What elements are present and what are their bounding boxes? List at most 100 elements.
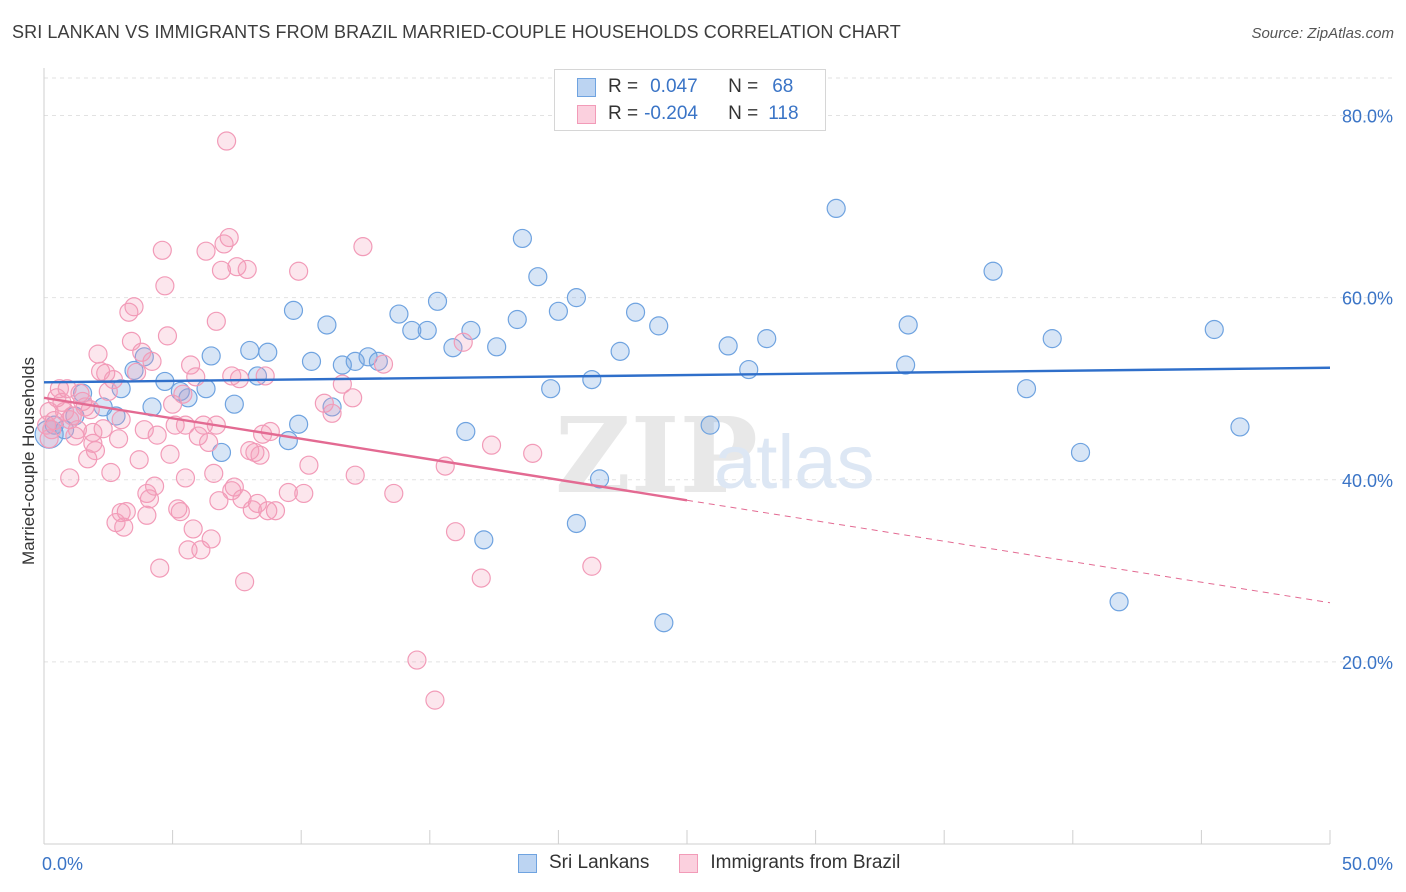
data-point (78, 449, 98, 469)
legend-swatch-blue (518, 853, 537, 873)
data-point (610, 341, 630, 361)
legend-swatch-pink (577, 104, 596, 124)
data-point (186, 367, 206, 387)
data-point (649, 316, 669, 336)
data-point (219, 227, 239, 248)
data-point (384, 483, 404, 504)
data-point (528, 267, 548, 287)
data-point (124, 297, 144, 317)
y-tick-label: 80.0% (1342, 107, 1393, 127)
legend-item-sri-lankans[interactable]: Sri Lankans (518, 852, 649, 874)
data-point (214, 234, 234, 254)
data-point (152, 240, 172, 260)
data-point (289, 261, 309, 281)
data-point (456, 421, 476, 442)
data-point (258, 342, 278, 362)
data-point (353, 237, 373, 257)
legend-label-sri-lankans: Sri Lankans (549, 852, 650, 873)
data-point (160, 444, 180, 464)
trend-line-series-1 (43, 396, 688, 502)
legend-swatch-pink (679, 853, 699, 873)
data-point (206, 311, 226, 331)
data-point (183, 519, 203, 539)
data-point (126, 362, 147, 382)
data-point (258, 501, 278, 521)
data-point (582, 370, 602, 390)
data-point (222, 481, 242, 501)
data-point (345, 465, 365, 485)
data-point (368, 351, 388, 371)
y-tick-label: 40.0% (1342, 471, 1393, 491)
data-point (85, 441, 106, 461)
legend-n-value: 68 (772, 76, 794, 97)
data-point (211, 260, 232, 280)
data-point (224, 477, 244, 497)
data-point (332, 355, 352, 375)
data-point (129, 450, 149, 470)
data-point (294, 483, 314, 504)
data-point (119, 302, 139, 322)
data-point (523, 443, 543, 463)
data-point (137, 483, 157, 504)
data-point (443, 338, 463, 358)
y-tick-label: 20.0% (1342, 653, 1393, 673)
data-point (111, 502, 131, 523)
data-point (93, 419, 113, 439)
data-point (247, 493, 268, 514)
watermark-atlas: atlas (714, 420, 875, 505)
data-point (229, 369, 250, 389)
data-point (402, 320, 422, 341)
data-point (718, 336, 738, 356)
legend-item-brazil[interactable]: Immigrants from Brazil (679, 852, 900, 874)
data-point (137, 505, 157, 525)
data-point (1204, 319, 1224, 340)
data-point (242, 500, 262, 520)
data-point (173, 384, 193, 404)
data-point (196, 241, 216, 261)
data-point (481, 435, 502, 455)
data-point (625, 302, 646, 322)
data-point (60, 468, 80, 488)
data-point (317, 315, 337, 335)
data-point (88, 344, 108, 364)
legend-r-value: 0.047 (650, 76, 698, 97)
legend-n-label: N = (728, 103, 759, 124)
data-point (157, 326, 178, 346)
data-point (181, 355, 201, 375)
data-point (1070, 442, 1091, 463)
data-point (566, 288, 587, 308)
data-point (343, 388, 363, 408)
data-point (101, 462, 121, 483)
trend-lines (43, 366, 1331, 604)
data-point (507, 309, 527, 330)
legend-n-label: N = (728, 76, 759, 97)
data-point (373, 354, 394, 374)
data-point (224, 394, 244, 414)
data-point (217, 131, 237, 151)
legend-r-label: R = (608, 76, 639, 97)
legend-swatch-blue (577, 77, 596, 97)
data-point (427, 291, 448, 311)
axis-labels: 20.0% 40.0% 60.0% 80.0% 0.0% 50.0% Married-cou… (19, 107, 1393, 874)
chart-title: SRI LANKAN VS IMMIGRANTS FROM BRAZIL MAR… (12, 22, 901, 42)
data-point (265, 501, 286, 521)
data-point (512, 228, 532, 249)
data-point (240, 340, 260, 361)
data-point (147, 425, 167, 445)
legend-row-brazil: R = -0.204 N = 118 (577, 103, 799, 125)
x-tick-label-min: 0.0% (42, 854, 83, 874)
x-tick-label-max: 50.0% (1342, 854, 1393, 874)
data-point (541, 379, 561, 399)
data-point (471, 568, 491, 588)
source-label: Source: ZipAtlas.com (1251, 25, 1394, 42)
data-point (487, 337, 507, 357)
data-point (57, 379, 77, 399)
data-point (345, 351, 365, 371)
data-point (301, 351, 322, 371)
data-point (245, 442, 265, 463)
data-point (60, 410, 80, 430)
axes (43, 68, 1331, 845)
data-point (283, 300, 304, 320)
data-point (201, 346, 221, 366)
